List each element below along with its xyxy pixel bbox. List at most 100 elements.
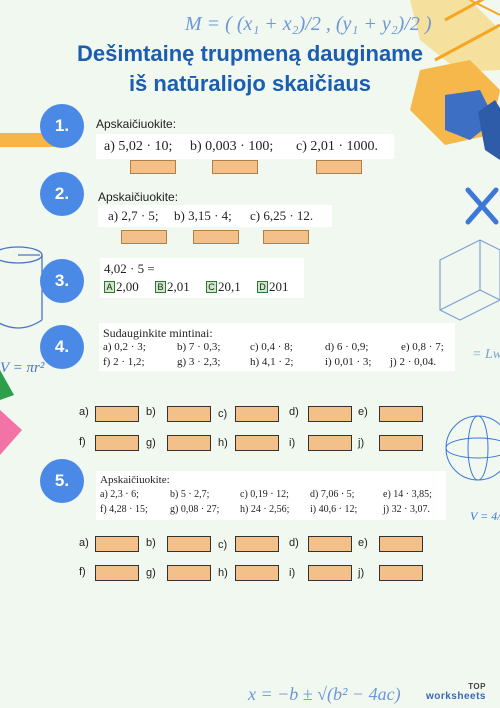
answer-box-4f[interactable] [95,435,139,451]
exercise-number-2: 2. [40,172,84,216]
answer-label-4c: c) [218,408,228,420]
box-sketch [439,239,500,321]
exercise-4-panel [99,323,455,371]
option-letter-d: D [257,281,268,293]
answer-label-5f: f) [79,566,86,578]
hexagon-decoration [410,0,500,160]
answer-box-5d[interactable] [308,536,352,552]
exercise-5-j: j) 32 · 3,07. [383,504,430,515]
right-sphere-formula: V = 4/3 [470,509,500,523]
exercise-5-f: f) 4,28 · 15; [100,504,148,515]
exercise-3-panel [100,258,304,298]
answer-label-5g: g) [146,567,156,579]
page-title-line-1: Dešimtainę trupmeną dauginame [77,41,423,66]
option-letter-b: B [155,281,166,293]
exercise-1-item-b: b) 0,003 · 100; [190,139,274,154]
exercise-3-option-d[interactable]: D 201 [257,279,289,295]
exercise-1-prompt: Apskaičiuokite: [96,117,177,131]
exercise-number-4: 4. [40,325,84,369]
exercise-5-h: h) 24 · 2,56; [240,504,290,515]
sphere-sketch [445,415,500,481]
exercise-5-prompt: Apskaičiuokite: [100,474,170,486]
answer-box-5h[interactable] [235,565,279,581]
answer-label-5e: e) [358,537,368,549]
option-value-b: 2,01 [167,279,190,294]
page-title-line-2: iš natūraliojo skaičiaus [128,71,372,96]
exercise-5-panel [96,471,446,520]
answer-box-4a[interactable] [95,406,139,422]
left-triangle [0,370,14,400]
answer-box-1b[interactable] [212,160,258,174]
answer-label-4i: i) [289,437,296,449]
option-value-c: 20,1 [218,279,241,294]
answer-box-5i[interactable] [308,565,352,581]
exercise-5-i: i) 40,6 · 12; [310,504,358,515]
exercise-2-panel [98,205,332,227]
exercise-1-item-a: a) 5,02 · 10; [104,139,173,154]
answer-box-5c[interactable] [235,536,279,552]
exercise-number-5: 5. [40,459,84,503]
answer-box-2b[interactable] [193,230,239,244]
answer-label-4g: g) [146,437,156,449]
cross-decoration [465,187,499,225]
answer-label-5j: j) [358,567,365,579]
exercise-number-1: 1. [40,104,84,148]
answer-label-5a: a) [79,537,89,549]
exercise-3-option-c[interactable]: C 20,1 [206,279,241,295]
answer-label-4j: j) [358,437,365,449]
option-value-a: 2,00 [116,279,139,294]
left-pink-shape [0,410,22,455]
cylinder-sketch [0,246,43,329]
exercise-1-item-c: c) 2,01 · 1000. [296,139,379,154]
exercise-5-b: b) 5 · 2,7; [170,489,210,500]
answer-box-4h[interactable] [235,435,279,451]
answer-label-5b: b) [146,537,156,549]
exercise-3-option-b[interactable]: B 2,01 [155,279,190,295]
answer-box-1c[interactable] [316,160,362,174]
answer-box-5j[interactable] [379,565,423,581]
answer-box-4j[interactable] [379,435,423,451]
exercise-5-d: d) 7,06 · 5; [310,489,355,500]
option-letter-c: C [206,281,217,293]
answer-box-5g[interactable] [167,565,211,581]
answer-box-4i[interactable] [308,435,352,451]
exercise-4-a: a) 0,2 · 3; [103,341,146,353]
answer-label-5i: i) [289,567,296,579]
logo-line-1: TOP [468,682,486,691]
exercise-4-b: b) 7 · 0,3; [177,341,221,353]
exercise-5-c: c) 0,19 · 12; [240,489,289,500]
answer-box-4g[interactable] [167,435,211,451]
bottom-formula: x = −b ± √(b² − 4ac) [247,684,401,705]
answer-label-4a: a) [79,406,89,418]
exercise-2-item-b: b) 3,15 · 4; [174,208,232,223]
answer-box-2a[interactable] [121,230,167,244]
answer-box-4e[interactable] [379,406,423,422]
exercise-number-3: 3. [40,259,84,303]
exercise-4-c: c) 0,4 · 8; [250,341,293,353]
answer-box-5e[interactable] [379,536,423,552]
exercise-4-h: h) 4,1 · 2; [250,356,294,368]
answer-box-5b[interactable] [167,536,211,552]
answer-label-5d: d) [289,537,299,549]
exercise-3-option-a[interactable]: A 2,00 [104,279,139,295]
topworksheets-logo[interactable]: TOP worksheets [426,682,486,702]
answer-box-5f[interactable] [95,565,139,581]
answer-box-4c[interactable] [235,406,279,422]
right-formula: = Lwh [472,347,500,362]
answer-box-1a[interactable] [130,160,176,174]
exercise-1-panel [96,134,394,159]
answer-box-5a[interactable] [95,536,139,552]
exercise-2-prompt: Apskaičiuokite: [98,190,179,204]
answer-box-2c[interactable] [263,230,309,244]
answer-box-4b[interactable] [167,406,211,422]
answer-label-4b: b) [146,406,156,418]
exercise-4-e: e) 0,8 · 7; [401,341,444,353]
top-formula: M = ( (x₁ + x₂)/2 , (y₁ + y₂)/2 ) [184,13,432,35]
exercise-4-i: i) 0,01 · 3; [325,356,372,368]
answer-label-5h: h) [218,567,228,579]
exercise-4-prompt: Sudauginkite mintinai: [103,326,213,340]
answer-label-4e: e) [358,406,368,418]
exercise-4-j: j) 2 · 0,04. [390,356,437,368]
answer-box-4d[interactable] [308,406,352,422]
